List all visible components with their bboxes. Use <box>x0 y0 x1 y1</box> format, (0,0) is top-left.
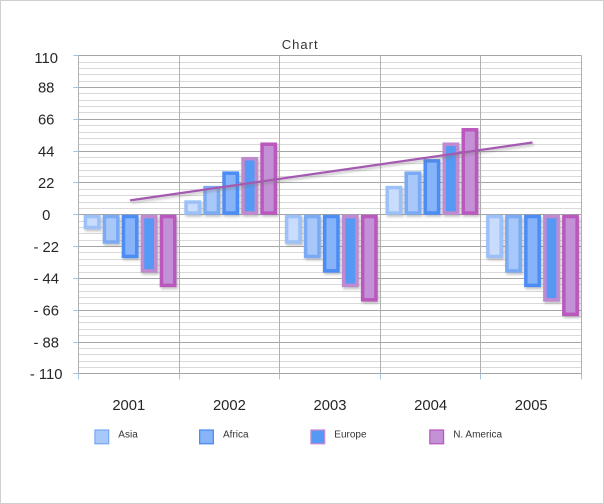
svg-text:88: 88 <box>38 81 54 97</box>
svg-text:66: 66 <box>38 113 54 129</box>
svg-text:- 22: - 22 <box>33 240 59 256</box>
svg-text:- 88: - 88 <box>33 335 59 351</box>
svg-text:2005: 2005 <box>515 398 548 414</box>
svg-text:Chart: Chart <box>282 37 319 52</box>
svg-text:Europe: Europe <box>334 430 367 441</box>
svg-text:110: 110 <box>34 51 58 67</box>
svg-text:Asia: Asia <box>118 430 138 441</box>
svg-text:2002: 2002 <box>213 398 246 414</box>
svg-text:2003: 2003 <box>314 398 347 414</box>
svg-text:44: 44 <box>38 144 54 160</box>
svg-text:Africa: Africa <box>223 430 249 441</box>
svg-text:- 110: - 110 <box>30 367 63 383</box>
svg-text:- 44: - 44 <box>33 272 59 288</box>
svg-text:2001: 2001 <box>112 398 145 414</box>
svg-text:0: 0 <box>42 208 50 224</box>
svg-text:22: 22 <box>38 176 54 192</box>
svg-text:N. America: N. America <box>453 430 502 441</box>
svg-text:2004: 2004 <box>414 398 447 414</box>
svg-text:- 66: - 66 <box>33 303 59 319</box>
